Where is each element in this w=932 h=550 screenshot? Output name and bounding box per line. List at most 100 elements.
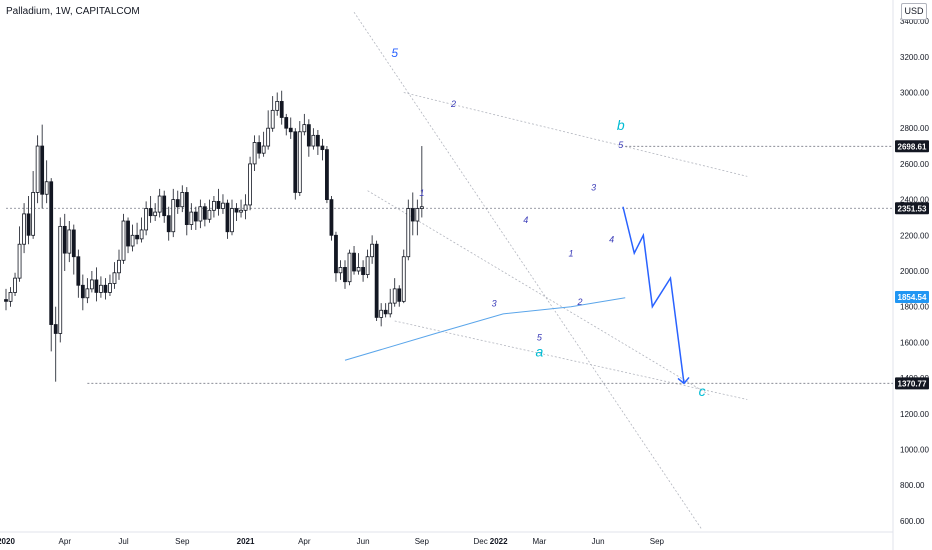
candle-body — [221, 202, 225, 209]
price-tags: 2698.61 2351.53 1854.54 1370.77 — [895, 140, 929, 390]
candle — [103, 278, 108, 300]
candle-body — [275, 101, 280, 111]
candle-body — [288, 127, 293, 133]
wave-label-minor: 3 — [492, 299, 497, 309]
candle — [117, 249, 121, 280]
candle — [243, 194, 248, 220]
candle — [392, 278, 397, 307]
channel-line — [403, 92, 748, 177]
candle-body — [144, 208, 149, 231]
candle — [234, 203, 239, 222]
price-tag: 1370.77 — [895, 377, 929, 390]
candle — [166, 206, 171, 241]
x-tick-label: Sep — [175, 537, 190, 546]
candle — [44, 160, 49, 204]
price-tag-bg — [895, 140, 929, 153]
candle — [162, 190, 167, 223]
x-tick-label: Dec — [473, 537, 487, 546]
candle — [193, 206, 198, 230]
candle-body — [26, 213, 31, 236]
price-tag: 2351.53 — [895, 202, 929, 215]
candle-body — [8, 292, 13, 302]
candle — [410, 192, 415, 236]
candle-body — [162, 195, 167, 217]
candle-body — [216, 200, 221, 209]
candle-body — [252, 142, 257, 165]
candle — [121, 213, 126, 264]
candle — [343, 260, 347, 289]
wave-label-minor: 4 — [523, 215, 528, 225]
candle — [49, 178, 54, 352]
candle-body — [13, 277, 17, 293]
candle-body — [343, 267, 347, 283]
candle-body — [338, 267, 343, 274]
candle-body — [315, 134, 320, 147]
wave-label-major: c — [699, 383, 706, 399]
candle — [320, 138, 325, 161]
wave-label-minor: 5 — [537, 333, 543, 343]
candle — [284, 113, 289, 136]
candle — [216, 188, 221, 216]
price-tag: 2698.61 — [895, 140, 929, 153]
candle-body — [62, 225, 67, 254]
candle-body — [239, 209, 243, 213]
currency-button[interactable]: USD — [901, 3, 927, 20]
y-tick-label: 3200.00 — [900, 53, 929, 62]
candle-body — [383, 309, 388, 315]
candle — [388, 288, 393, 318]
y-tick-label: 3400.00 — [900, 17, 929, 26]
chart-guides — [6, 11, 893, 531]
candle — [239, 199, 243, 218]
candle-body — [243, 204, 248, 211]
candle-body — [248, 163, 252, 206]
candle — [80, 274, 85, 311]
candle-body — [415, 208, 420, 222]
candle-body — [230, 208, 234, 233]
candle-body — [257, 142, 262, 154]
wave-label-minor: 2 — [450, 99, 456, 109]
y-axis[interactable]: 3400.00 3200.00 3000.00 2800.00 2600.00 2400.… — [900, 17, 929, 526]
candle — [315, 129, 320, 155]
candle — [306, 119, 311, 157]
x-tick-label: 2021 — [237, 537, 255, 546]
candle — [401, 249, 406, 304]
candle-body — [234, 208, 239, 213]
candle-body — [126, 220, 130, 247]
candle-body — [320, 145, 325, 151]
candle-body — [49, 181, 54, 325]
candle — [17, 226, 22, 282]
candle-body — [175, 199, 180, 208]
channel-line — [367, 190, 712, 397]
candle — [126, 217, 130, 254]
overlays-layer — [344, 206, 690, 385]
candle — [374, 240, 379, 321]
candle — [184, 187, 189, 236]
candle — [379, 303, 384, 327]
candle — [370, 235, 375, 264]
x-tick-label: Apr — [59, 537, 72, 546]
candle — [397, 285, 402, 307]
candle-body — [297, 131, 302, 193]
candle — [212, 196, 216, 218]
wave-label-major: a — [535, 344, 543, 360]
candle-body — [89, 279, 94, 290]
candle — [189, 203, 194, 230]
candle-body — [40, 145, 45, 195]
candle-body — [148, 208, 153, 217]
candles-layer — [4, 90, 424, 382]
x-tick-label: Sep — [415, 537, 430, 546]
x-tick-label: Jul — [118, 537, 128, 546]
chart-title: Palladium, 1W, CAPITALCOM — [6, 6, 140, 17]
candle-body — [284, 117, 289, 129]
candle — [207, 199, 212, 223]
candle — [26, 196, 31, 245]
candle-body — [189, 211, 194, 225]
candle-body — [202, 206, 207, 220]
y-tick-label: 2000.00 — [900, 267, 929, 276]
y-tick-label: 600.00 — [900, 517, 925, 526]
candle — [311, 128, 316, 150]
candle — [153, 203, 158, 222]
candle-body — [401, 256, 406, 302]
